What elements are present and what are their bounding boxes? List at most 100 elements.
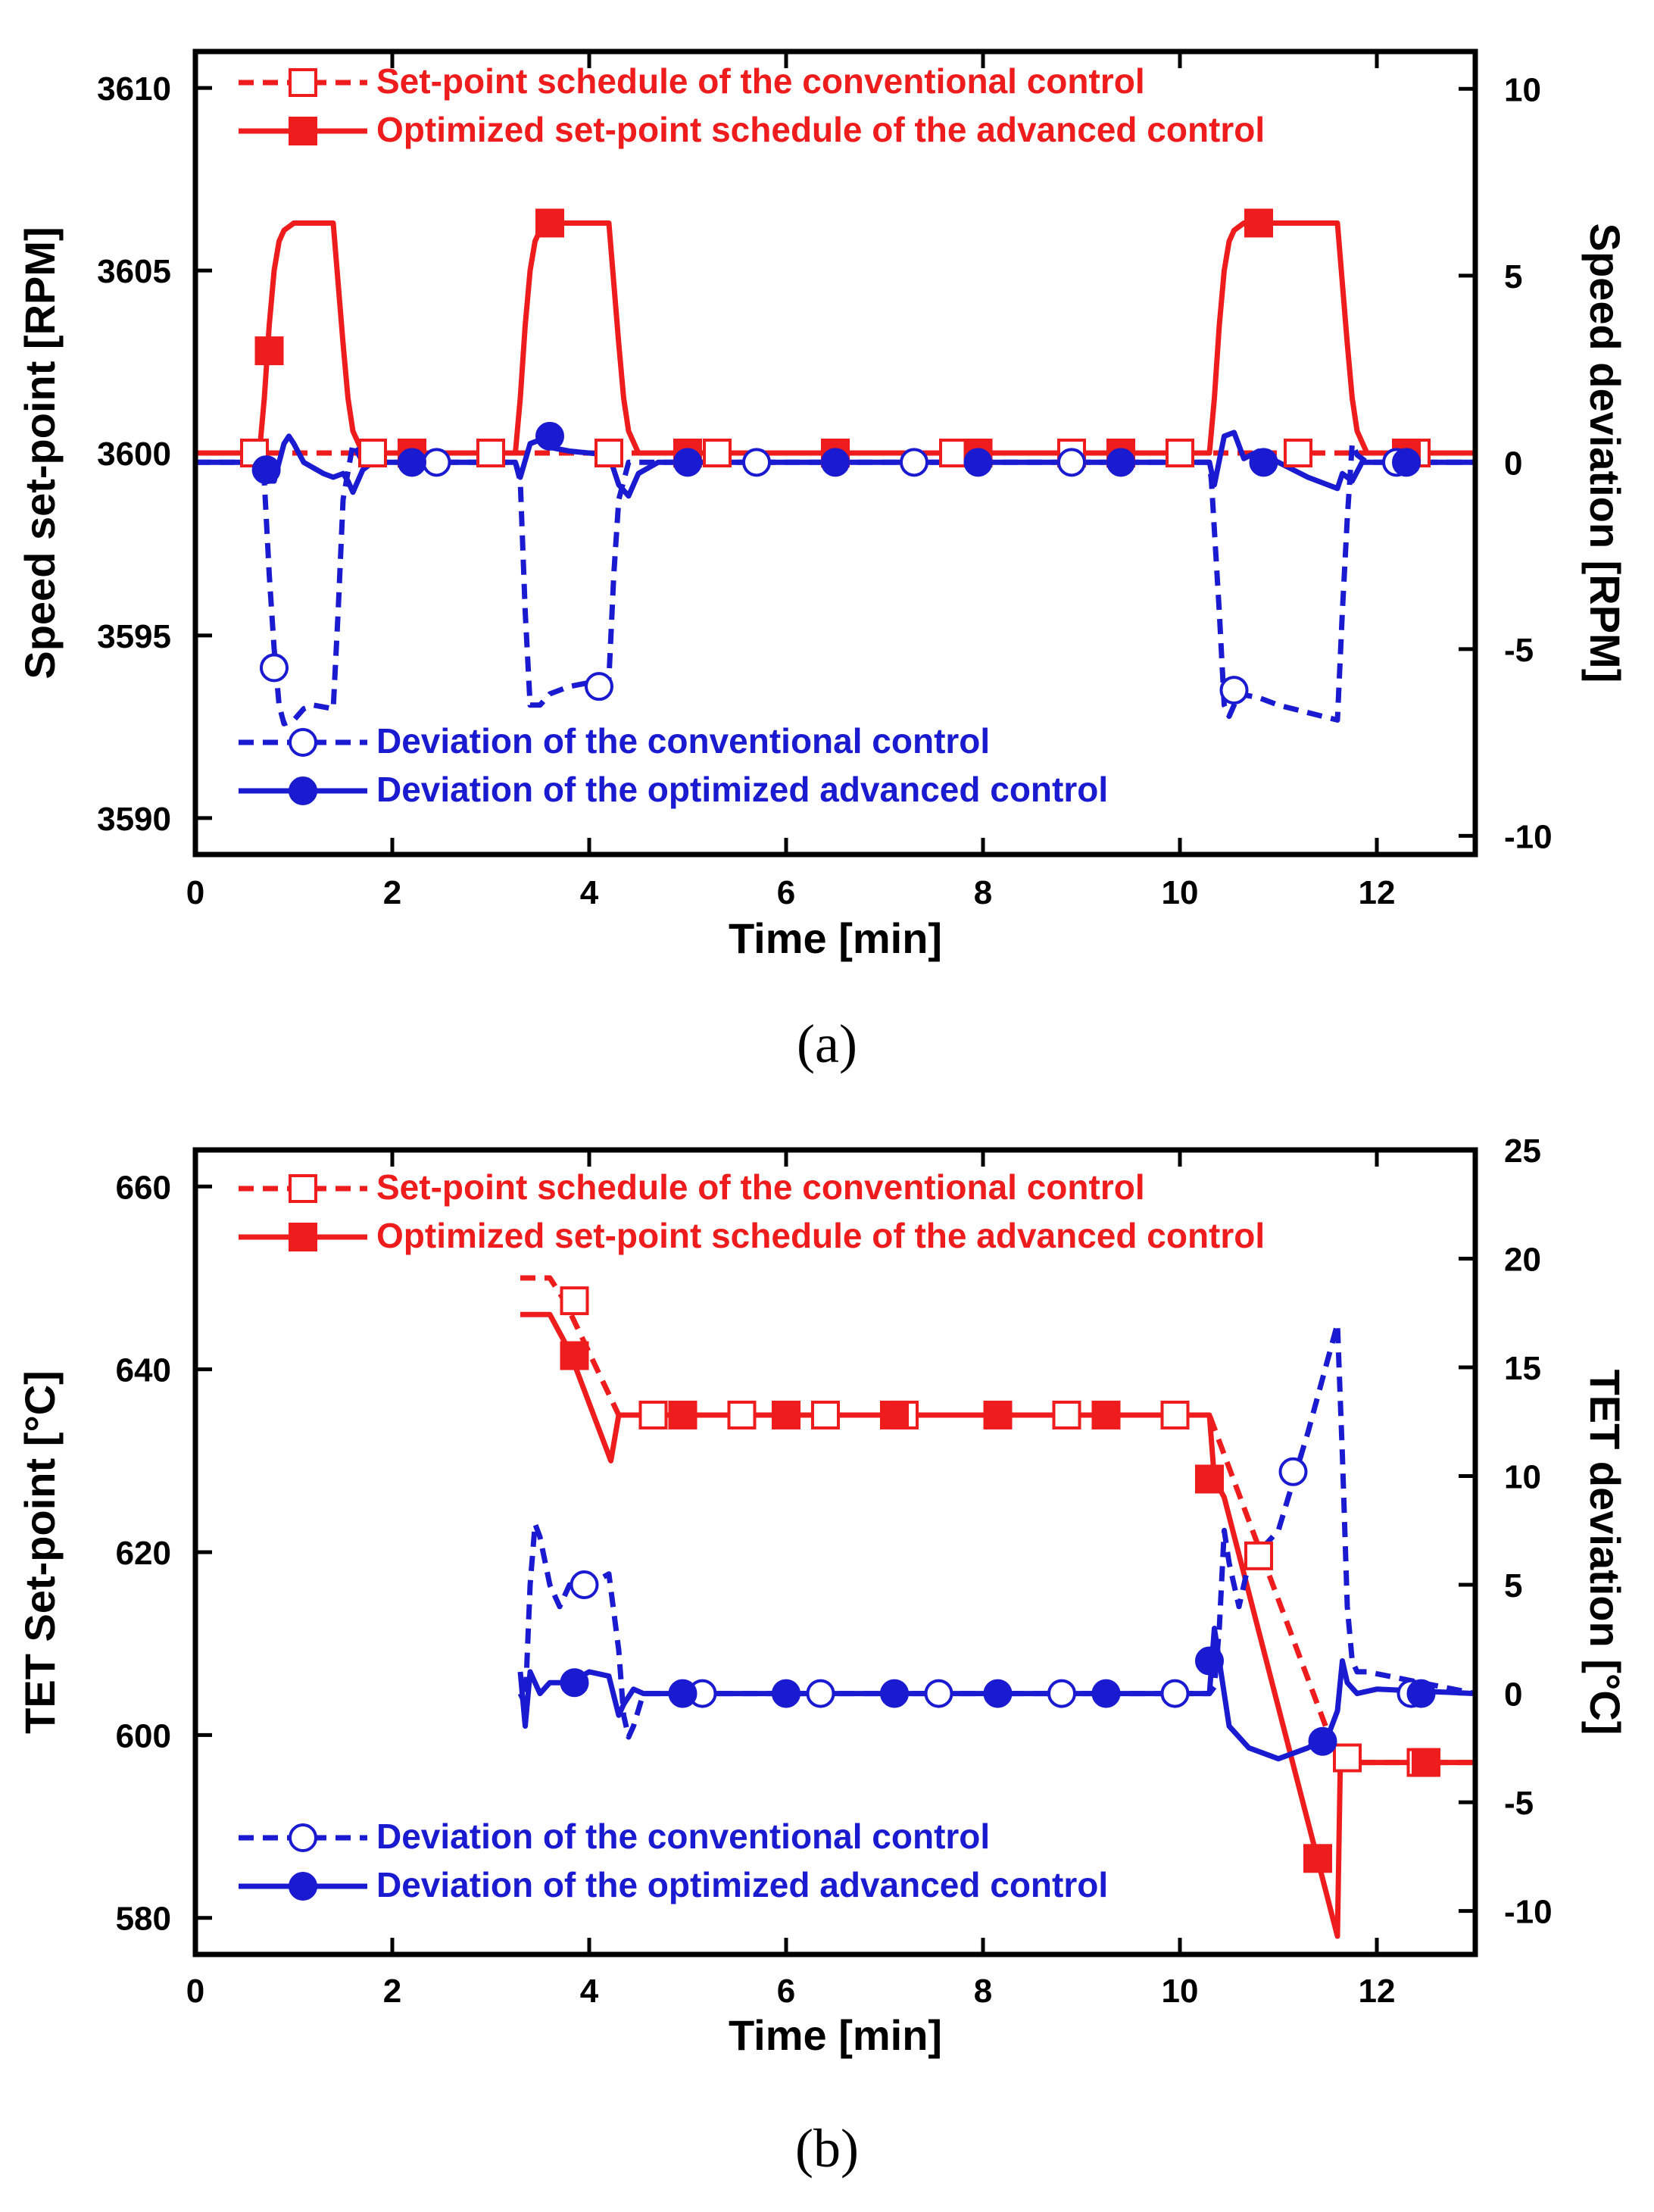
panel-b-x-tick-label: 2 [383, 1973, 401, 2010]
panel-b-series-line-3 [517, 1321, 1475, 1740]
panel-b-series-2-marker [880, 1400, 909, 1429]
panel-b-series-4-marker [1091, 1679, 1121, 1708]
panel-a-series-1-marker [358, 439, 387, 467]
panel-b-series-4-marker [1195, 1646, 1224, 1676]
panel-a-series-3-marker [900, 448, 928, 477]
panel-a-series-3-marker [585, 672, 613, 701]
panel-a-x-tick-label: 0 [186, 874, 204, 911]
panel-b-x-tick-label: 4 [580, 1973, 599, 2010]
panel-b-legend-top-1-marker [289, 1174, 317, 1203]
panel-b-y-left-tick-label: 640 [116, 1352, 171, 1389]
panel-b-x-tick-label: 10 [1162, 1973, 1199, 2010]
panel-b-y-left-axis-label: TET Set-point [°C] [16, 1370, 64, 1734]
panel-b-series-4-marker [1308, 1726, 1337, 1756]
panel-a-series-2-marker [254, 336, 284, 366]
panel-a-series-1-marker [1166, 439, 1194, 467]
panel-b-x-tick-label: 0 [186, 1973, 204, 2010]
panel-a-series-1-marker [939, 439, 968, 467]
panel-b-x-tick-label: 12 [1359, 1973, 1396, 2010]
panel-b-series-4-marker [668, 1679, 697, 1708]
panel-b-series-1-marker [811, 1400, 840, 1429]
panel-a-series-4-marker [251, 455, 281, 485]
panel-a-y-right-tick-label: -10 [1504, 818, 1553, 855]
panel-a-series-2-marker [535, 208, 564, 238]
panel-a-series-3-marker [422, 448, 451, 477]
panel-a-series-line-3 [195, 441, 1475, 726]
panel-b-series-2-marker [668, 1400, 697, 1429]
panel-b-plot-frame [192, 1147, 1478, 1957]
panel-a-x-tick-label: 8 [974, 874, 992, 911]
panel-b-y-left-tick-label: 620 [116, 1535, 171, 1572]
panel-b-y-right-tick-label: 10 [1504, 1459, 1541, 1496]
panel-b-caption: (b) [795, 2118, 859, 2179]
panel-b-legend-bottom-1-marker [289, 1823, 317, 1852]
panel-a-legend-top-2-label: Optimized set-point schedule of the adva… [376, 110, 1265, 149]
panel-a-y-left-tick-label: 3605 [97, 253, 171, 290]
panel-a-plot-area [195, 208, 1475, 726]
panel-a-legend-bottom-2-marker [289, 776, 317, 805]
panel-b-series-4-marker [1406, 1679, 1436, 1708]
panel-b-legend-bottom-1-label: Deviation of the conventional control [376, 1817, 990, 1856]
panel-a-series-2-marker [1244, 208, 1273, 238]
panel-b-series-1-marker [1052, 1400, 1081, 1429]
panel-b-series-2-marker [1303, 1844, 1332, 1873]
panel-b-series-1-marker [1160, 1400, 1190, 1429]
panel-b-series-3-marker [1047, 1679, 1076, 1708]
panel-a-series-4-marker [963, 448, 993, 477]
panel-b-series-3-marker [1160, 1679, 1190, 1708]
panel-a-x-tick-label: 2 [383, 874, 401, 911]
panel-b-series-4-marker [772, 1679, 800, 1708]
panel-a-legend-top-2-marker [289, 117, 317, 145]
panel-a-series-1-marker [476, 439, 505, 467]
panel-a-series-4-marker [398, 448, 426, 477]
panel-b-series-2-marker [983, 1400, 1013, 1429]
panel-a-y-right-tick-label: 10 [1504, 71, 1541, 108]
panel-a-y-left-tick-label: 3590 [97, 801, 171, 838]
panel-b-series-4-marker [983, 1679, 1013, 1708]
panel-b-series-2-marker [560, 1341, 589, 1370]
panel-b-series-3-marker [570, 1570, 599, 1600]
panel-b-plot-area [517, 1275, 1475, 1939]
panel-a-x-tick-label: 10 [1162, 874, 1199, 911]
panel-b-y-right-tick-label: 25 [1504, 1133, 1541, 1170]
panel-a-series-1-marker [703, 439, 732, 467]
panel-b-legend-top-2-label: Optimized set-point schedule of the adva… [376, 1216, 1265, 1255]
panel-a-y-right-tick-label: 0 [1504, 445, 1522, 482]
panel-a-series-4-marker [1249, 448, 1278, 477]
panel-a-legend-top-1-label: Set-point schedule of the conventional c… [376, 61, 1145, 101]
panel-a-series-4-marker [1392, 448, 1421, 477]
panel-a-y-left-axis-label: Speed set-point [RPM] [16, 227, 64, 679]
panel-b-legend-top-2-marker [289, 1223, 317, 1251]
panel-a-x-tick-label: 12 [1359, 874, 1396, 911]
panel-b-series-1-marker [727, 1400, 757, 1429]
panel-a-series-3-marker [1057, 448, 1086, 477]
panel-b-series-2-marker [1412, 1748, 1440, 1777]
panel-a-y-right-tick-label: -5 [1504, 632, 1534, 669]
panel-b-y-left-tick-label: 660 [116, 1169, 171, 1206]
panel-a-x-tick-label: 6 [777, 874, 795, 911]
panel-b-x-tick-label: 8 [974, 1973, 992, 2010]
panel-b-x-tick-label: 6 [777, 1973, 795, 2010]
panel-a-legend-bottom-1-marker [289, 728, 317, 757]
panel-a-series-3-marker [1219, 676, 1249, 705]
panel-b: 0 2 4 6 8 10 12 580 600 620 640 660 -10 -5 0 5 10 15 20 25 S… [16, 1133, 1629, 2179]
panel-a-y-left-tick-label: 3600 [97, 436, 171, 473]
panel-a-y-left-tick-label: 3595 [97, 618, 171, 655]
panel-a-series-4-marker [673, 448, 702, 477]
panel-a-legend-top-1-marker [289, 68, 317, 97]
panel-a-x-axis-label: Time [min] [729, 914, 942, 962]
panel-b-series-1-marker [1333, 1743, 1362, 1773]
panel-b-series-1-marker [638, 1400, 668, 1429]
panel-b-series-3-marker [806, 1679, 835, 1708]
panel-b-y-left-tick-label: 580 [116, 1901, 171, 1938]
panel-a-series-4-marker [821, 448, 850, 477]
panel-b-legend-bottom-2-label: Deviation of the optimized advanced cont… [376, 1865, 1108, 1904]
panel-b-x-axis-label: Time [min] [729, 2011, 942, 2059]
panel-a-series-line-2 [195, 220, 1475, 456]
panel-b-y-right-tick-label: 5 [1504, 1567, 1522, 1604]
panel-a-plot-frame [192, 48, 1478, 858]
panel-a-caption: (a) [797, 1014, 857, 1074]
panel-b-legend-top-1-label: Set-point schedule of the conventional c… [376, 1167, 1145, 1207]
panel-a-legend-bottom-1-label: Deviation of the conventional control [376, 721, 990, 761]
